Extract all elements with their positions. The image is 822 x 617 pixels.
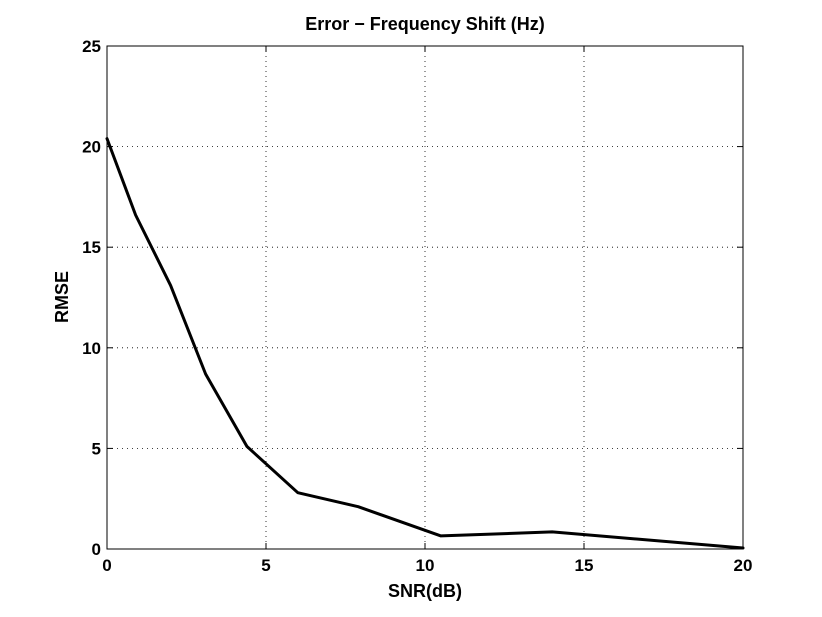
x-tick-label: 5 [261,556,270,575]
series-line [105,137,745,550]
grid [107,46,743,549]
y-tick-label: 5 [92,439,101,458]
tick-marks [106,45,744,550]
x-tick-label: 20 [734,556,753,575]
x-tick-label: 15 [575,556,594,575]
y-tick-label: 10 [82,339,101,358]
y-tick-label: 25 [82,37,101,56]
plot-area [107,46,743,549]
x-tick-labels: 0 5 10 15 20 [102,556,752,575]
y-axis-label: RMSE [52,271,72,323]
x-axis-label: SNR(dB) [388,581,462,601]
chart-title: Error − Frequency Shift (Hz) [305,14,545,34]
x-tick-label: 0 [102,556,111,575]
y-tick-label: 15 [82,238,101,257]
y-tick-labels: 0 5 10 15 20 25 [82,37,101,559]
x-tick-label: 10 [416,556,435,575]
y-tick-label: 20 [82,138,101,157]
series-group [105,137,745,550]
y-tick-label: 0 [92,540,101,559]
